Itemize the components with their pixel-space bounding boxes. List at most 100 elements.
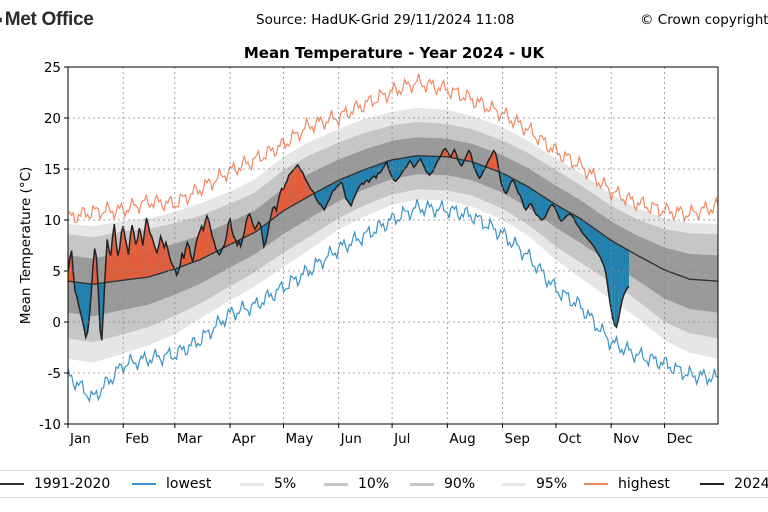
anomaly-above xyxy=(290,171,293,207)
anomaly-above xyxy=(443,148,446,157)
anomaly-above xyxy=(119,232,122,281)
anomaly-below xyxy=(363,169,366,185)
anomaly-below xyxy=(479,164,482,179)
anomaly-above xyxy=(306,181,309,198)
x-tick-label: Jun xyxy=(340,431,362,447)
anomaly-below xyxy=(602,234,605,266)
anomaly-above xyxy=(123,226,125,281)
header: ⁌Met Office Source: HadUK-Grid 29/11/202… xyxy=(0,0,768,40)
y-tick-label: 20 xyxy=(44,111,61,127)
anomaly-below xyxy=(75,282,77,297)
plot-frame xyxy=(67,66,719,425)
anomaly-below xyxy=(623,247,626,296)
anomaly-below xyxy=(506,174,508,194)
anomaly-below xyxy=(315,191,318,201)
anomaly-above xyxy=(121,226,124,281)
anomaly-above xyxy=(281,188,284,213)
anomaly-above xyxy=(167,248,170,272)
lowest-line xyxy=(68,199,718,403)
copyright-text: © Crown copyright xyxy=(640,12,768,28)
anomaly-below xyxy=(614,242,617,328)
anomaly-below xyxy=(429,156,432,176)
anomaly-above xyxy=(247,213,250,236)
anomaly-above xyxy=(155,248,158,275)
anomaly-below xyxy=(561,207,564,222)
anomaly-above xyxy=(283,184,286,211)
source-text: Source: HadUK-Grid 29/11/2024 11:08 xyxy=(256,12,515,28)
chart-legend: 1991-2020 lowest 5% 10% 90% 95% highest 2024 xyxy=(0,472,768,496)
met-office-mark-icon: ⁌ xyxy=(0,12,3,28)
legend-swatch xyxy=(700,483,724,485)
legend-label: highest xyxy=(618,476,670,492)
anomaly-below xyxy=(525,185,528,210)
anomaly-above xyxy=(146,217,149,278)
anomaly-above xyxy=(124,237,127,280)
anomaly-below xyxy=(367,168,369,183)
anomaly-below xyxy=(504,174,507,194)
x-tick-label: Dec xyxy=(667,431,693,447)
anomaly-below xyxy=(612,241,615,326)
legend-swatch xyxy=(132,483,156,485)
anomaly-below xyxy=(625,248,628,292)
anomaly-above xyxy=(303,173,305,200)
chart-title: Mean Temperature - Year 2024 - UK xyxy=(243,44,545,62)
anomaly-below xyxy=(575,215,578,226)
anomaly-below xyxy=(538,193,540,218)
anomaly-below xyxy=(404,157,407,169)
legend-item: lowest xyxy=(132,472,211,496)
legend-item: highest xyxy=(584,472,670,496)
x-tick-label: Sep xyxy=(505,431,530,447)
legend-label: 5% xyxy=(274,476,297,492)
anomaly-above xyxy=(160,236,163,274)
anomaly-below xyxy=(85,283,88,338)
legend-item: 90% xyxy=(410,472,475,496)
anomaly-above xyxy=(198,231,200,261)
legend-swatch xyxy=(324,482,348,486)
anomaly-below xyxy=(529,187,532,205)
anomaly-below xyxy=(541,195,544,220)
anomaly-above xyxy=(292,169,295,206)
anomaly-below xyxy=(263,224,266,247)
anomaly-below xyxy=(401,158,403,175)
anomaly-above xyxy=(272,206,275,219)
legend-item: 5% xyxy=(240,472,296,496)
anomaly-below xyxy=(352,173,355,201)
anomaly-below xyxy=(616,243,619,328)
anomaly-below xyxy=(333,182,336,191)
y-tick-label: -5 xyxy=(48,366,61,382)
x-tick-label: May xyxy=(285,431,313,447)
anomaly-below xyxy=(589,225,592,244)
anomaly-below xyxy=(402,157,405,172)
anomaly-above xyxy=(201,226,204,259)
legend-item: 95% xyxy=(502,472,567,496)
anomaly-below xyxy=(523,184,526,210)
legend-label: 10% xyxy=(358,476,390,492)
anomaly-above xyxy=(162,241,165,273)
legend-label: 90% xyxy=(444,476,476,492)
legend-swatch xyxy=(240,482,264,486)
anomaly-above xyxy=(117,248,120,281)
anomaly-below xyxy=(582,220,585,236)
anomaly-below xyxy=(319,189,321,205)
anomaly-below xyxy=(360,170,362,186)
anomaly-below xyxy=(392,159,394,181)
anomaly-below xyxy=(395,158,398,182)
anomaly-above xyxy=(149,233,152,277)
anomaly-above xyxy=(151,236,154,277)
anomaly-below xyxy=(507,175,510,191)
x-tick-label: Aug xyxy=(449,431,475,447)
x-tick-label: Jul xyxy=(393,431,410,447)
legend-label: 2024 xyxy=(734,476,768,492)
anomaly-below xyxy=(588,224,590,242)
anomaly-below xyxy=(604,235,606,274)
anomaly-below xyxy=(393,159,396,182)
anomaly-below xyxy=(627,249,629,289)
legend-item: 2024 xyxy=(700,472,768,496)
plot-area xyxy=(68,73,718,403)
anomaly-below xyxy=(543,196,546,219)
anomaly-below xyxy=(621,246,624,302)
anomaly-above xyxy=(288,173,291,208)
anomaly-below xyxy=(329,184,332,199)
anomaly-above xyxy=(297,164,300,203)
anomaly-below xyxy=(593,227,596,249)
